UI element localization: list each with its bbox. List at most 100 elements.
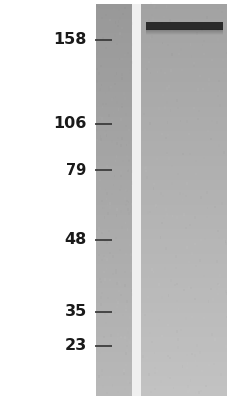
Bar bbox=[165, 130, 166, 132]
Bar bbox=[141, 24, 227, 28]
Bar bbox=[201, 88, 203, 90]
Bar bbox=[141, 136, 227, 141]
Bar bbox=[141, 156, 227, 161]
Bar bbox=[106, 258, 107, 261]
Bar bbox=[190, 316, 192, 318]
Bar bbox=[118, 290, 120, 292]
Bar bbox=[188, 316, 190, 318]
Bar bbox=[114, 34, 115, 37]
Bar bbox=[216, 94, 218, 97]
Bar bbox=[95, 176, 132, 180]
Bar bbox=[146, 357, 147, 359]
Bar bbox=[141, 215, 227, 220]
Bar bbox=[95, 180, 132, 185]
Bar bbox=[224, 242, 226, 244]
Bar bbox=[129, 17, 131, 19]
Bar bbox=[123, 388, 125, 390]
Bar bbox=[124, 222, 126, 224]
Bar bbox=[114, 312, 115, 314]
Bar bbox=[128, 393, 130, 395]
Bar bbox=[95, 283, 132, 288]
Bar bbox=[123, 370, 124, 372]
Bar bbox=[185, 182, 187, 184]
Bar bbox=[130, 126, 132, 128]
Bar bbox=[150, 310, 152, 312]
Bar bbox=[104, 257, 105, 259]
Bar bbox=[102, 207, 104, 209]
Bar bbox=[95, 337, 132, 342]
Bar bbox=[176, 172, 178, 175]
Bar bbox=[103, 216, 105, 219]
Bar bbox=[95, 156, 132, 161]
Bar bbox=[217, 216, 219, 219]
Bar bbox=[109, 252, 111, 254]
Bar bbox=[194, 265, 196, 267]
Bar bbox=[95, 215, 132, 220]
Bar bbox=[148, 272, 149, 274]
Bar bbox=[127, 169, 129, 171]
Bar bbox=[191, 28, 193, 30]
Bar bbox=[109, 375, 111, 377]
Bar bbox=[95, 141, 132, 146]
Bar bbox=[104, 14, 106, 16]
Bar bbox=[127, 52, 129, 54]
Bar bbox=[181, 153, 183, 156]
Bar bbox=[141, 122, 227, 126]
Bar bbox=[141, 28, 227, 34]
Bar bbox=[210, 333, 212, 336]
Bar bbox=[121, 344, 122, 346]
Bar bbox=[109, 362, 111, 365]
Bar bbox=[126, 340, 127, 342]
Bar bbox=[224, 240, 225, 243]
Bar bbox=[95, 303, 132, 308]
Bar bbox=[97, 240, 99, 243]
Bar bbox=[106, 192, 108, 195]
Bar bbox=[110, 140, 112, 143]
Bar bbox=[95, 342, 132, 347]
Bar bbox=[104, 368, 106, 370]
Bar bbox=[191, 166, 192, 168]
Bar bbox=[161, 175, 163, 177]
Bar bbox=[98, 227, 100, 230]
Bar bbox=[114, 74, 116, 77]
Bar bbox=[141, 92, 227, 97]
Bar bbox=[188, 224, 190, 226]
Bar bbox=[100, 74, 101, 76]
Bar bbox=[165, 152, 167, 155]
Bar bbox=[117, 25, 118, 27]
Bar bbox=[141, 298, 227, 303]
Bar bbox=[144, 170, 146, 172]
Bar bbox=[221, 59, 223, 61]
Bar bbox=[154, 26, 156, 28]
Bar bbox=[122, 314, 123, 316]
Bar bbox=[126, 328, 128, 330]
Bar bbox=[158, 318, 159, 321]
Bar bbox=[170, 54, 172, 56]
Bar bbox=[216, 38, 218, 41]
Bar bbox=[105, 130, 106, 132]
Bar bbox=[95, 97, 132, 102]
Bar bbox=[95, 185, 132, 190]
Bar bbox=[125, 345, 127, 347]
Bar bbox=[141, 107, 227, 112]
Bar bbox=[147, 373, 149, 376]
Bar bbox=[141, 14, 227, 19]
Bar bbox=[131, 350, 133, 352]
Bar bbox=[114, 83, 116, 85]
Bar bbox=[100, 17, 102, 19]
Bar bbox=[95, 278, 132, 283]
Bar bbox=[194, 317, 196, 320]
Bar bbox=[168, 48, 170, 51]
Bar bbox=[166, 355, 168, 357]
Bar bbox=[102, 270, 104, 273]
Bar bbox=[98, 72, 99, 75]
Bar bbox=[175, 300, 177, 302]
Bar bbox=[130, 80, 132, 82]
Bar bbox=[95, 327, 132, 332]
Bar bbox=[125, 144, 127, 146]
Bar bbox=[141, 19, 227, 24]
Bar bbox=[114, 21, 116, 24]
Bar bbox=[188, 261, 189, 264]
Bar bbox=[124, 189, 126, 191]
Bar bbox=[141, 9, 227, 14]
